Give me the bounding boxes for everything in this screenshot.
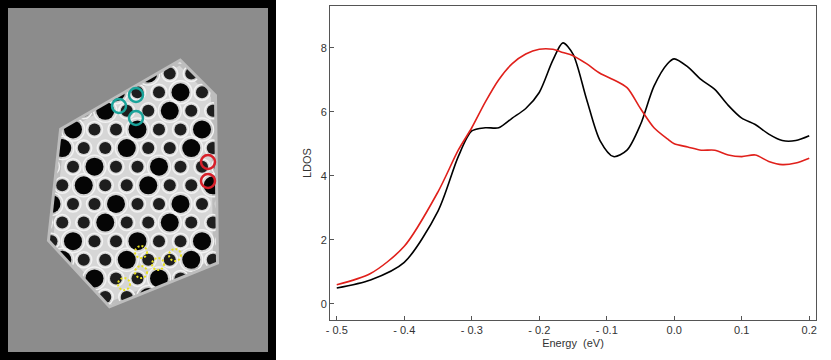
svg-text:4: 4 (321, 170, 327, 182)
svg-text:- 0.5: - 0.5 (326, 324, 348, 336)
svg-text:- 0.1: - 0.1 (596, 324, 618, 336)
svg-text:- 0.2: - 0.2 (528, 324, 550, 336)
svg-text:2: 2 (321, 234, 327, 246)
svg-text:0: 0 (321, 298, 327, 310)
svg-text:LDOS: LDOS (301, 148, 313, 178)
svg-text:0.1: 0.1 (734, 324, 749, 336)
svg-text:Energy (eV): Energy (eV) (542, 337, 604, 349)
svg-text:6: 6 (321, 106, 327, 118)
svg-text:- 0.4: - 0.4 (393, 324, 415, 336)
svg-text:8: 8 (321, 42, 327, 54)
svg-text:0.2: 0.2 (802, 324, 817, 336)
svg-text:- 0.3: - 0.3 (461, 324, 483, 336)
svg-text:0.0: 0.0 (667, 324, 682, 336)
